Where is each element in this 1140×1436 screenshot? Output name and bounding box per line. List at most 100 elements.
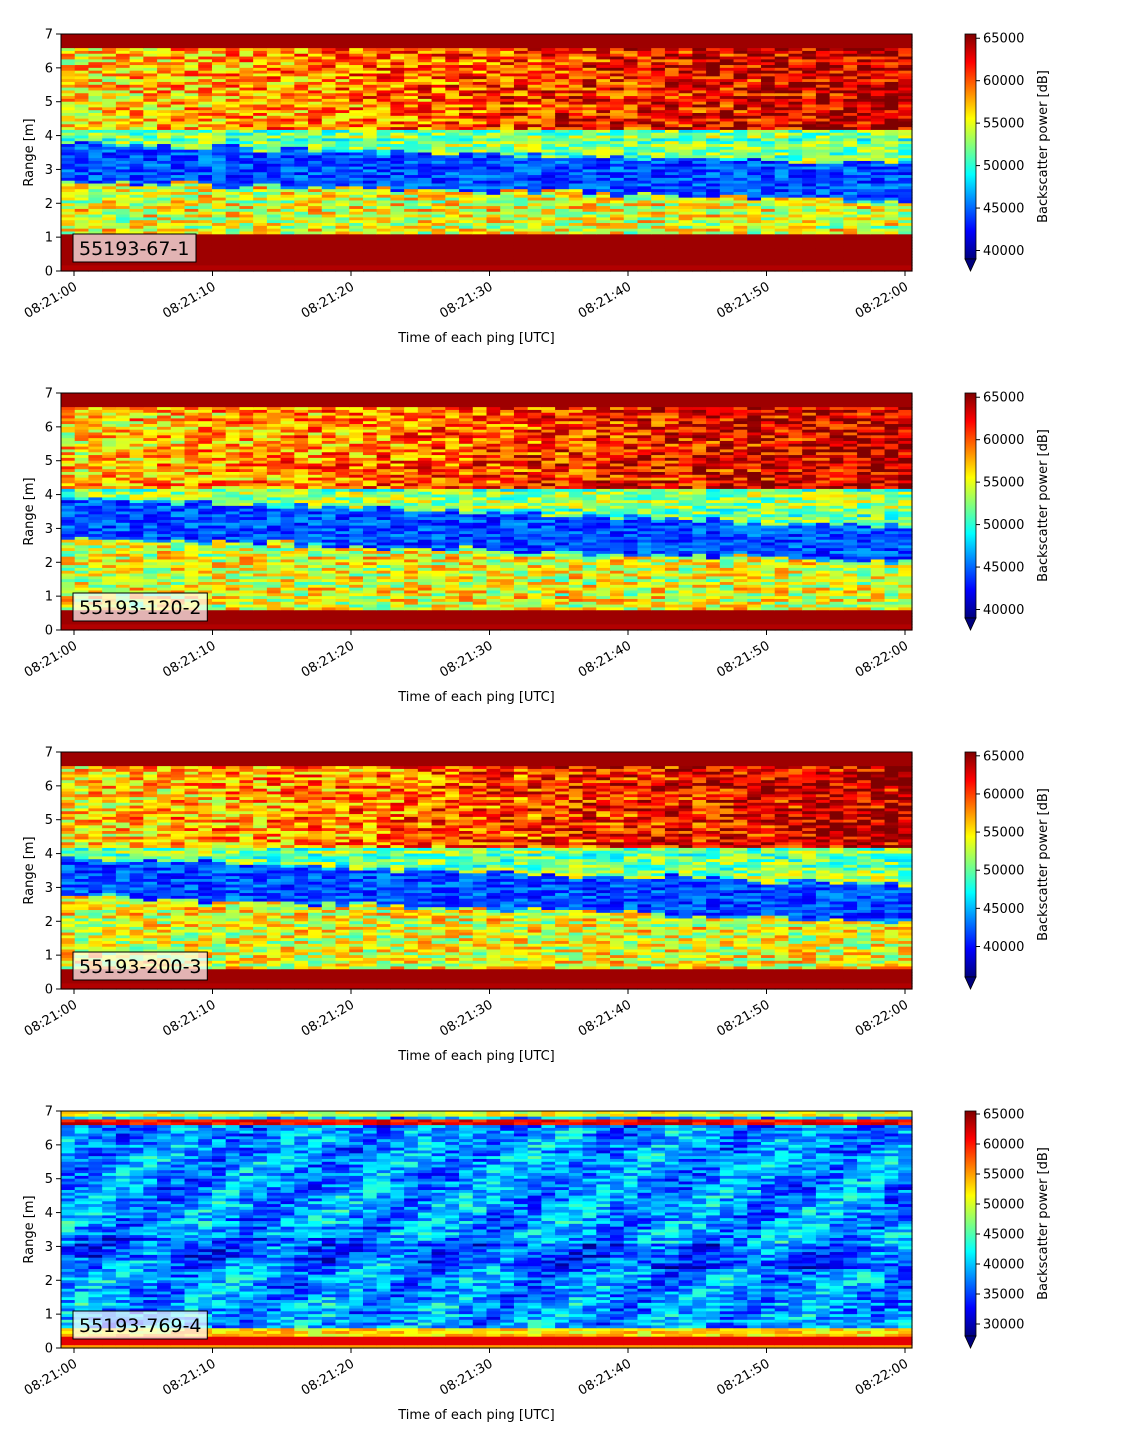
heatmap-cell	[239, 214, 254, 218]
heatmap-cell	[61, 189, 76, 193]
heatmap-cell	[61, 67, 76, 72]
heatmap-cell	[335, 39, 350, 44]
heatmap-cell	[239, 101, 254, 106]
heatmap-cell	[308, 79, 323, 83]
heatmap-cell	[115, 206, 131, 210]
heatmap-cell	[280, 203, 295, 207]
heatmap-cell	[198, 113, 213, 117]
heatmap-cell	[115, 169, 131, 173]
heatmap-cell	[170, 175, 186, 179]
heatmap-cell	[239, 234, 254, 238]
heatmap-cell	[335, 124, 350, 128]
heatmap-cell	[321, 62, 337, 66]
heatmap-cell	[198, 93, 213, 97]
heatmap-cell	[308, 48, 323, 52]
heatmap-cell	[115, 50, 131, 55]
heatmap-cell	[308, 237, 323, 241]
heatmap-cell	[280, 67, 295, 72]
heatmap-cell	[88, 186, 103, 190]
heatmap-cell	[157, 200, 172, 204]
heatmap-cell	[266, 121, 282, 125]
heatmap-cell	[170, 169, 186, 173]
heatmap-cell	[157, 206, 172, 210]
heatmap-cell	[266, 135, 282, 139]
heatmap-cell	[321, 152, 337, 156]
heatmap-cell	[157, 268, 172, 272]
heatmap-cell	[225, 59, 241, 63]
heatmap-cell	[253, 127, 268, 131]
heatmap-cell	[61, 254, 76, 258]
heatmap-cell	[143, 76, 158, 80]
heatmap-cell	[335, 45, 350, 49]
heatmap-cell	[129, 180, 144, 185]
heatmap-cell	[294, 127, 309, 131]
heatmap-cell	[280, 36, 295, 41]
heatmap-cell	[239, 158, 254, 162]
heatmap-cell	[61, 197, 76, 202]
heatmap-cell	[266, 197, 282, 202]
heatmap-cell	[143, 163, 158, 168]
heatmap-cell	[74, 127, 90, 131]
heatmap-cell	[143, 42, 158, 46]
heatmap-cell	[198, 160, 213, 165]
heatmap-cell	[129, 90, 144, 94]
heatmap-cell	[74, 146, 90, 151]
heatmap-cell	[157, 84, 172, 89]
heatmap-cell	[102, 107, 117, 111]
heatmap-cell	[335, 115, 350, 120]
heatmap-cell	[170, 98, 186, 103]
heatmap-cell	[74, 214, 90, 218]
heatmap-cell	[115, 39, 131, 44]
heatmap-cell	[225, 36, 241, 41]
heatmap-cell	[211, 127, 227, 131]
heatmap-cell	[198, 107, 213, 111]
heatmap-cell	[143, 67, 158, 72]
heatmap-cell	[184, 96, 199, 100]
heatmap-cell	[61, 245, 76, 250]
heatmap-cell	[115, 197, 131, 202]
heatmap-cell	[88, 177, 103, 182]
heatmap-cell	[335, 73, 350, 77]
heatmap-cell	[308, 254, 323, 258]
heatmap-cell	[280, 76, 295, 80]
heatmap-cell	[184, 228, 199, 233]
heatmap-cell	[266, 67, 282, 72]
heatmap-cell	[157, 98, 172, 103]
heatmap-cell	[102, 268, 117, 272]
heatmap-cell	[102, 79, 117, 83]
heatmap-cell	[61, 242, 76, 247]
heatmap-cell	[211, 259, 227, 264]
heatmap-cell	[280, 211, 295, 216]
heatmap-cell	[88, 65, 103, 69]
heatmap-cell	[88, 53, 103, 58]
heatmap-cell	[184, 65, 199, 69]
heatmap-cell	[170, 214, 186, 218]
heatmap-cell	[280, 242, 295, 247]
heatmap-cell	[61, 158, 76, 162]
heatmap-cell	[239, 197, 254, 202]
heatmap-cell	[198, 127, 213, 131]
heatmap-cell	[294, 155, 309, 159]
heatmap-cell	[61, 217, 76, 221]
heatmap-cell	[61, 34, 76, 38]
heatmap-cell	[129, 81, 144, 86]
heatmap-cell	[225, 104, 241, 108]
heatmap-cell	[184, 42, 199, 46]
heatmap-cell	[321, 113, 337, 117]
heatmap-cell	[239, 208, 254, 213]
heatmap-cell	[88, 183, 103, 187]
heatmap-cell	[308, 98, 323, 103]
heatmap-cell	[115, 214, 131, 218]
heatmap-cell	[239, 206, 254, 210]
heatmap-cell	[280, 107, 295, 111]
heatmap-cell	[211, 177, 227, 182]
heatmap-cell	[157, 177, 172, 182]
heatmap-cell	[253, 76, 268, 80]
heatmap-cell	[88, 101, 103, 106]
heatmap-cell	[253, 237, 268, 241]
heatmap-cell	[143, 177, 158, 182]
heatmap-cell	[321, 200, 337, 204]
heatmap-cell	[129, 183, 144, 187]
heatmap-cell	[239, 132, 254, 137]
heatmap-cell	[143, 118, 158, 123]
